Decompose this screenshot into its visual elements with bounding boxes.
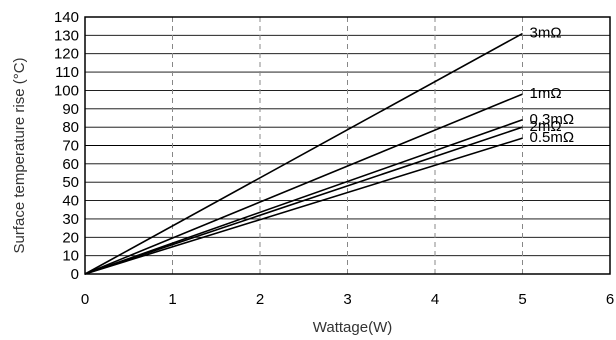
series-line <box>84 126 523 275</box>
y-tick-label: 100 <box>54 82 79 99</box>
series-label: 0.3mΩ <box>530 111 575 128</box>
series-lines <box>84 32 523 275</box>
x-tick-label: 0 <box>81 291 89 308</box>
y-tick-label: 140 <box>54 9 79 26</box>
x-axis-label: Wattage(W) <box>313 319 392 336</box>
x-tick-label: 2 <box>256 291 264 308</box>
series-line <box>84 119 523 275</box>
series-label: 3mΩ <box>530 25 562 42</box>
y-tick-label: 20 <box>62 229 79 246</box>
y-tick-label: 10 <box>62 248 79 265</box>
x-tick-label: 4 <box>431 291 439 308</box>
y-tick-label: 0 <box>71 266 79 283</box>
series-label: 0.5mΩ <box>530 129 575 146</box>
plot-frame <box>84 16 611 275</box>
x-tick-label: 3 <box>343 291 351 308</box>
x-tick-label: 5 <box>518 291 526 308</box>
y-tick-label: 90 <box>62 101 79 118</box>
y-tick-label: 80 <box>62 119 79 136</box>
x-tick-label: 1 <box>168 291 176 308</box>
y-tick-label: 30 <box>62 211 79 228</box>
series-line <box>84 32 523 275</box>
y-axis-label: Surface temperature rise (°C) <box>11 57 28 253</box>
y-tick-label: 50 <box>62 174 79 191</box>
series-line <box>84 137 523 275</box>
y-tick-label: 70 <box>62 138 79 155</box>
x-tick-label: 6 <box>606 291 614 308</box>
y-tick-label: 130 <box>54 27 79 44</box>
y-tick-label: 60 <box>62 156 79 173</box>
y-tick-label: 120 <box>54 46 79 63</box>
series-line <box>84 93 523 275</box>
y-tick-label: 110 <box>55 64 79 81</box>
series-label: 1mΩ <box>530 85 562 102</box>
series-label: 2mΩ <box>530 118 562 135</box>
y-tick-label: 40 <box>62 193 79 210</box>
